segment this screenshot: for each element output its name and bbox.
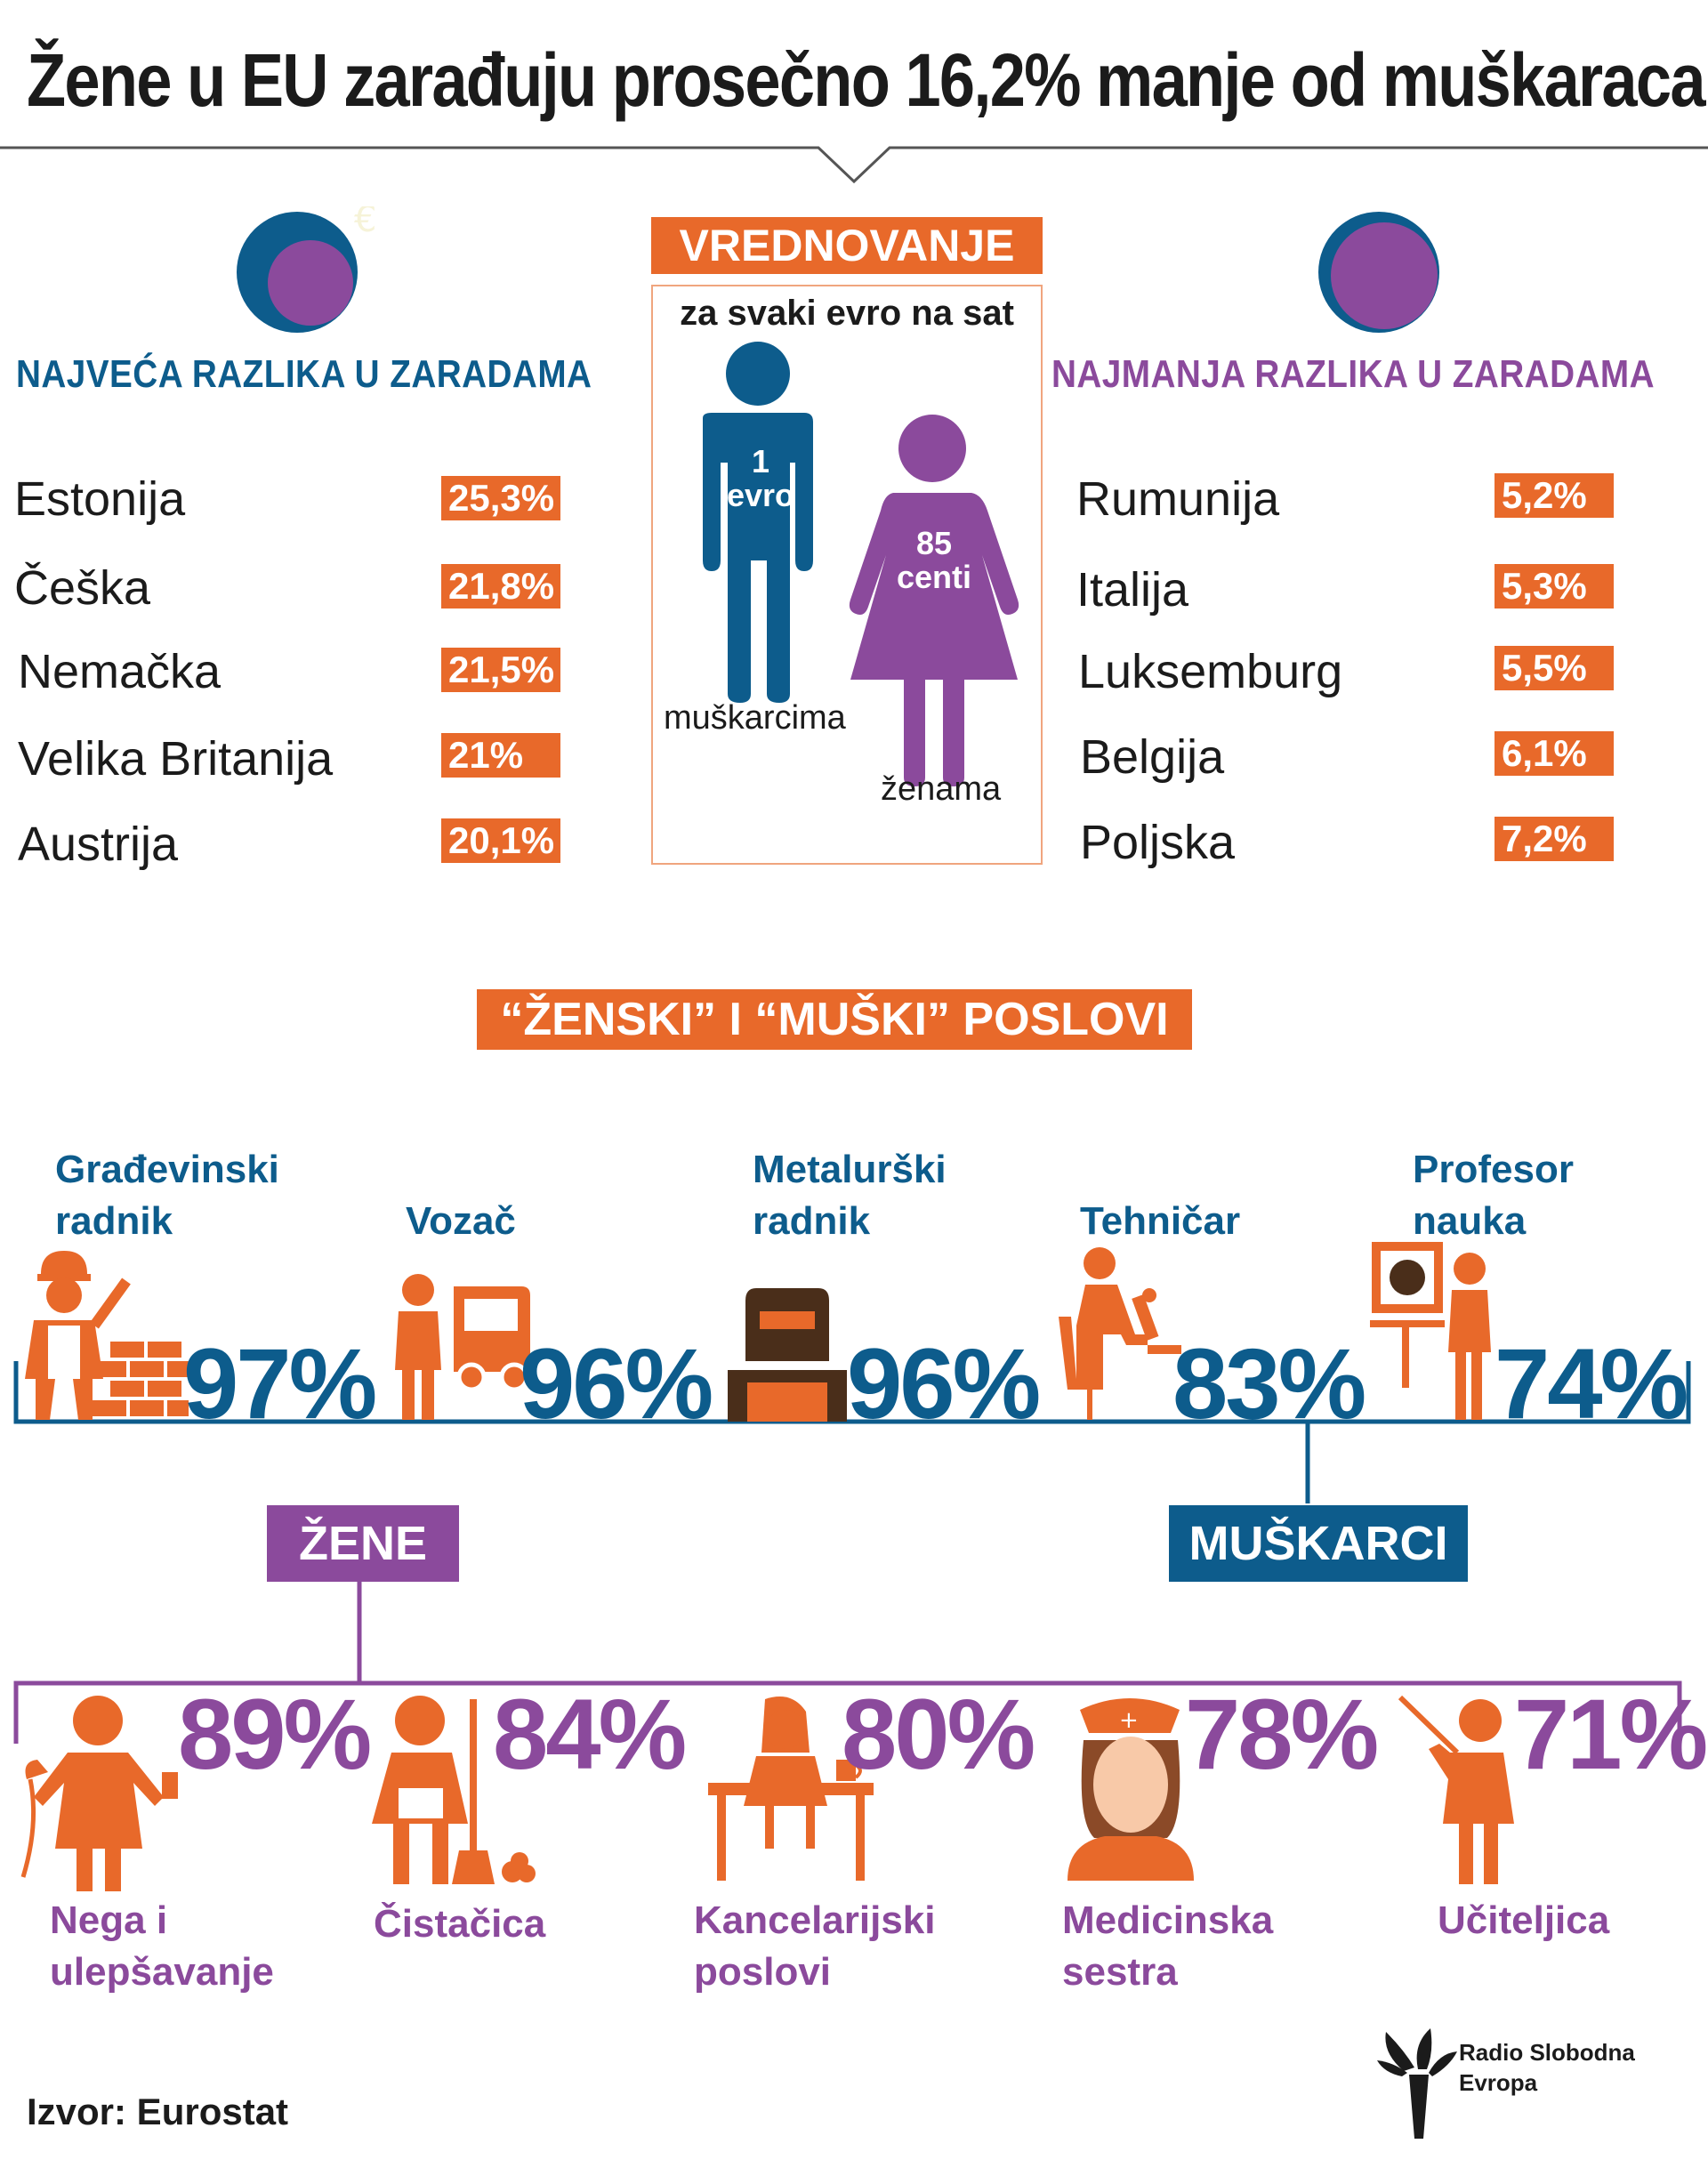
female-bracket — [13, 1582, 1682, 1744]
science-professor-icon — [1370, 1242, 1491, 1420]
svg-text:+: + — [1119, 1707, 1139, 1734]
torch-logo-icon — [1377, 2028, 1457, 2139]
gap-badge: 25,3% — [441, 476, 560, 520]
job-label: Vozač — [406, 1199, 516, 1243]
job-label: Građevinski radnik — [55, 1148, 279, 1243]
country-name: Italija — [1076, 563, 1189, 617]
male-job-pct: 74% — [1494, 1328, 1688, 1439]
jobs-section-tag: “ŽENSKI” I “MUŠKI” POSLOVI — [477, 989, 1192, 1050]
female-job-pct: 84% — [493, 1679, 687, 1790]
female-job-pct: 78% — [1185, 1679, 1379, 1790]
title-divider — [0, 146, 1708, 184]
women-tag: ŽENE — [267, 1505, 459, 1582]
valuation-subtitle: za svaki evro na sat — [680, 294, 1014, 333]
woman-amount: 85 centi — [896, 525, 972, 595]
office-worker-icon — [708, 1697, 874, 1881]
job-label: Čistačica — [374, 1902, 546, 1946]
gap-badge: 21,8% — [441, 564, 560, 609]
coin-circle-icon: € — [237, 206, 375, 333]
gap-badge: 21,5% — [441, 648, 560, 692]
female-job-pct: 89% — [178, 1679, 372, 1790]
gap-badge: 21% — [441, 733, 560, 778]
driver-truck-icon — [395, 1274, 530, 1420]
man-label: muškarcima — [664, 699, 846, 737]
gap-badge: 5,5% — [1494, 646, 1614, 690]
gap-badge: 6,1% — [1494, 731, 1614, 776]
valuation-box — [651, 285, 1043, 865]
teacher-icon — [1398, 1695, 1514, 1884]
coin-circle-icon — [1318, 212, 1439, 333]
svg-text:€: € — [354, 206, 375, 240]
men-tag: MUŠKARCI — [1169, 1505, 1468, 1582]
country-name: Rumunija — [1076, 472, 1280, 526]
logo-text: Radio Slobodna Evropa — [1459, 2039, 1635, 2096]
woman-figure-icon — [849, 415, 1019, 786]
job-label: Učiteljica — [1438, 1898, 1610, 1942]
male-bracket — [13, 1361, 1691, 1503]
job-label: Tehničar — [1080, 1199, 1241, 1243]
job-label: Kancelarijski poslovi — [694, 1898, 936, 1994]
gap-badge: 5,2% — [1494, 473, 1614, 518]
country-name: Velika Britanija — [18, 732, 334, 786]
male-job-pct: 96% — [520, 1328, 713, 1439]
construction-worker-icon — [25, 1251, 189, 1420]
job-label: Medicinska sestra — [1062, 1898, 1274, 1994]
job-label: Nega i ulepšavanje — [50, 1898, 274, 1994]
page-title: Žene u EU zarađuju prosečno 16,2% manje … — [27, 38, 1706, 122]
nurse-icon: + — [1068, 1698, 1194, 1881]
country-name: Poljska — [1080, 816, 1236, 869]
cleaner-icon — [372, 1696, 536, 1884]
male-job-pct: 96% — [847, 1328, 1041, 1439]
hairdresser-icon — [20, 1696, 178, 1891]
female-job-pct: 80% — [842, 1679, 1035, 1790]
job-label: Profesor nauka — [1413, 1148, 1574, 1243]
country-name: Nemačka — [18, 645, 222, 698]
male-job-pct: 83% — [1172, 1328, 1366, 1439]
largest-gap-heading: NAJVEĆA RAZLIKA U ZARADAMA — [16, 352, 592, 396]
gap-badge: 7,2% — [1494, 817, 1614, 861]
country-name: Estonija — [14, 472, 186, 526]
man-figure-icon — [703, 342, 813, 703]
country-name: Češka — [14, 561, 151, 615]
country-name: Luksemburg — [1078, 645, 1343, 698]
job-label: Metalurški radnik — [753, 1148, 947, 1243]
female-job-pct: 71% — [1514, 1679, 1708, 1790]
country-name: Austrija — [18, 818, 179, 871]
welder-icon — [728, 1288, 847, 1422]
country-name: Belgija — [1080, 730, 1225, 784]
gap-badge: 5,3% — [1494, 564, 1614, 609]
smallest-gap-heading: NAJMANJA RAZLIKA U ZARADAMA — [1051, 352, 1655, 396]
valuation-tag: VREDNOVANJE — [651, 217, 1043, 274]
gap-badge: 20,1% — [441, 818, 560, 863]
source-note: Izvor: Eurostat — [27, 2091, 289, 2132]
woman-label: ženama — [881, 770, 1002, 808]
male-job-pct: 97% — [183, 1328, 377, 1439]
man-amount: 1 evro — [726, 443, 795, 513]
technician-microscope-icon — [1059, 1247, 1181, 1420]
